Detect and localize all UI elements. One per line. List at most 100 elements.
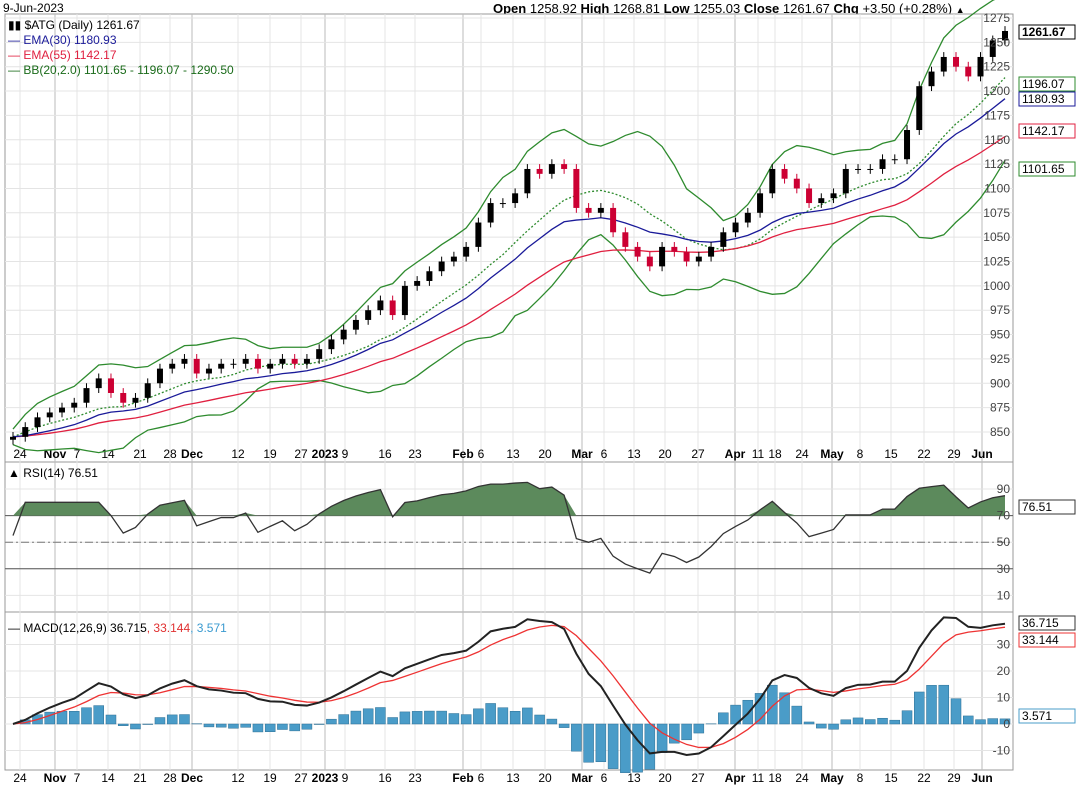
candle-body [340, 329, 347, 340]
x-tick-label: 29 [947, 771, 961, 785]
y-tick-label: 875 [990, 401, 1010, 415]
bb-mid-badge [1018, 76, 1076, 92]
macd-histogram-bar [669, 723, 680, 744]
candle-body [58, 407, 65, 413]
x-tick-label: 24 [795, 447, 809, 461]
macd-histogram-bar [546, 718, 558, 725]
rsi-legend: ▲ RSI(14) 76.51 [8, 466, 98, 480]
candle-body [10, 436, 16, 440]
macd-histogram-bar [387, 717, 398, 725]
x-tick-label: Mar [571, 447, 593, 461]
ema30-legend: — EMA(30) 1180.93 [8, 33, 117, 47]
signal-badge-text: 33.144 [1022, 633, 1059, 647]
candle-body [303, 358, 310, 364]
candle-body [953, 56, 960, 67]
macd-tick-label: 30 [997, 638, 1011, 652]
macd-tick-label: -10 [993, 744, 1011, 758]
ema30-badge [1018, 91, 1076, 107]
candle-body [463, 246, 470, 257]
y-tick-label: 1250 [983, 35, 1010, 49]
hist-badge [1018, 708, 1076, 724]
macd-histogram-bar [963, 715, 974, 725]
rsi-badge [1018, 499, 1076, 515]
up-arrow-icon: ▲ [955, 5, 965, 15]
x-tick-label: 22 [917, 771, 931, 785]
candle-body [181, 358, 188, 364]
x-tick-label: 20 [538, 771, 552, 785]
ohlc-readout: Open 1258.92 High 1268.81 Low 1255.03 Cl… [493, 1, 965, 16]
macd-histogram-bar [68, 711, 80, 725]
candle-body [316, 349, 323, 359]
macd-line [12, 616, 1006, 756]
candle-body [1002, 30, 1008, 41]
macd-histogram-bar [338, 714, 349, 725]
candle-body [438, 261, 445, 272]
macd-histogram-bar [411, 711, 423, 725]
rsi-tick-label: 70 [997, 509, 1011, 523]
y-tick-label: 975 [990, 303, 1010, 317]
symbol-text: $ATG (Daily) 1261.67 [24, 18, 140, 32]
candle-body [781, 168, 788, 179]
x-tick-label: Jun [971, 771, 992, 785]
y-tick-label: 1050 [983, 230, 1010, 244]
candle-body [806, 188, 813, 204]
macd-histogram-bar [350, 710, 362, 725]
close-value: 1261.67 [782, 1, 830, 16]
x-tick-label: 6 [478, 447, 485, 461]
candle-body [193, 358, 200, 374]
candle-body [793, 178, 800, 189]
macd-histogram-bar [803, 721, 815, 725]
x-tick-label: 20 [658, 771, 672, 785]
ema55-badge-text: 1142.17 [1022, 124, 1065, 138]
x-tick-label: 8 [857, 447, 864, 461]
candle-body [83, 388, 90, 403]
ema55-line [12, 135, 1006, 438]
bb-text: BB(20,2.0) 1101.65 - 1196.07 - 1290.50 [23, 63, 234, 77]
y-tick-label: 850 [990, 425, 1010, 439]
candle-body [205, 368, 212, 374]
macd-histogram-bar [889, 719, 901, 725]
x-tick-label: 12 [231, 771, 245, 785]
symbol-legend: ▮▮ $ATG (Daily) 1261.67 [8, 18, 234, 33]
rsi-text: RSI(14) 76.51 [23, 466, 98, 480]
ema30-text: EMA(30) 1180.93 [23, 33, 117, 47]
candle-body [573, 168, 580, 208]
y-tick-label: 1075 [983, 206, 1010, 220]
macd-histogram-bar [828, 723, 839, 730]
macd-histogram-bar [203, 723, 215, 728]
candle-body [744, 212, 751, 223]
y-tick-label: 1100 [984, 181, 1010, 195]
candle-body [732, 222, 739, 233]
hist-badge-text: 3.571 [1022, 709, 1052, 723]
y-tick-label: 1025 [983, 255, 1010, 269]
macd-histogram-bar [865, 719, 876, 725]
macd-histogram-bar [154, 717, 166, 725]
macd-histogram-bar [264, 723, 276, 732]
bb-low-badge [1018, 161, 1076, 177]
ema30-line [12, 98, 1006, 438]
x-tick-label: 24 [795, 771, 809, 785]
candle-body [377, 300, 384, 311]
macd-histogram-bar [460, 714, 472, 725]
close-badge [1018, 24, 1076, 40]
candle-body [328, 339, 335, 350]
bb-lower-line [12, 159, 1006, 454]
x-tick-label: 24 [13, 447, 27, 461]
x-tick-label: 14 [101, 447, 115, 461]
macd-histogram-bar [877, 717, 888, 725]
candle-body [977, 56, 984, 77]
macd-histogram-bar [754, 693, 766, 725]
macd-histogram-bar [718, 712, 729, 725]
macd-tick-label: 10 [997, 691, 1011, 705]
candle-body [965, 66, 972, 77]
macd-histogram-bar [558, 723, 570, 728]
macd-signal-text: , 33.144 [146, 621, 191, 635]
candle-body [940, 56, 947, 72]
macd-histogram-bar [571, 723, 582, 752]
ema30-badge-text: 1180.93 [1022, 92, 1065, 106]
x-tick-label: 13 [506, 447, 520, 461]
macd-histogram-bar [93, 705, 104, 725]
y-tick-label: 1175 [984, 108, 1010, 122]
candle-body [254, 358, 261, 369]
